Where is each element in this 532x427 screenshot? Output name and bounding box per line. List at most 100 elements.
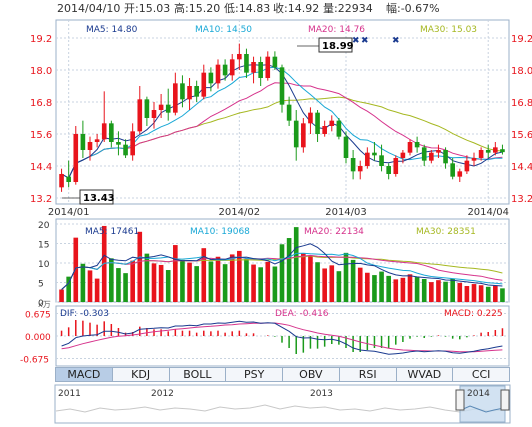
volume-bar — [144, 253, 150, 302]
volume-bar — [94, 278, 100, 302]
volume-bar — [101, 225, 107, 302]
price-tick-right: 14.4 — [511, 162, 532, 173]
volume-bar — [286, 238, 292, 302]
tab-wvad[interactable]: WVAD — [397, 368, 454, 381]
candle-body — [251, 62, 256, 73]
volume-bar — [407, 274, 413, 302]
header-low: 低:14.83 — [224, 2, 270, 15]
volume-unit: x万 — [38, 300, 51, 309]
tab-kdj[interactable]: KDJ — [113, 368, 170, 381]
volume-bar — [237, 250, 242, 302]
volume-bar — [414, 277, 420, 302]
candle-body — [237, 54, 242, 60]
volume-bar — [201, 248, 207, 302]
price-tick-left: 13.2 — [30, 194, 52, 205]
candle-body — [137, 99, 143, 132]
volume-bar — [315, 262, 320, 302]
dif-line — [61, 320, 503, 355]
candle-body — [379, 155, 384, 166]
volume-bar — [208, 261, 214, 302]
volume-bar — [343, 252, 349, 302]
volume-bar — [130, 260, 135, 302]
volume-bar — [194, 266, 199, 302]
volume-bar — [137, 231, 143, 302]
star-icon: ✖ — [392, 36, 400, 46]
volume-bar — [500, 288, 505, 302]
candle-body — [365, 152, 370, 166]
macd-tick: -0.675 — [20, 356, 49, 366]
navigator-right-handle[interactable] — [500, 389, 510, 411]
macd-tick: 0.675 — [25, 311, 51, 321]
candle-body — [244, 54, 249, 73]
volume-bar — [493, 285, 498, 302]
candle-body — [158, 104, 164, 110]
volume-bar — [379, 271, 384, 302]
tab-rsi[interactable]: RSI — [340, 368, 397, 381]
volume-bar — [464, 286, 470, 302]
candle-body — [393, 158, 399, 174]
macd-dea-label: DEA: -0.416 — [275, 309, 329, 319]
navigator-selection-line — [460, 405, 505, 413]
tab-macd[interactable]: MACD — [56, 368, 113, 381]
time-tick-label: 2014/03 — [325, 207, 367, 218]
candle-body — [215, 64, 221, 84]
candle-body — [151, 110, 157, 118]
candle-body — [66, 176, 71, 182]
time-tick-label: 2014/02 — [219, 207, 261, 218]
candle-body — [187, 86, 192, 100]
navigator-history-line — [55, 404, 506, 413]
candle-body — [208, 72, 214, 84]
volume-bar — [215, 256, 221, 302]
volume-bar — [222, 264, 228, 302]
candle-body — [144, 99, 150, 118]
candle-body — [443, 150, 448, 164]
volume-bar — [187, 262, 192, 302]
candle-body — [471, 158, 477, 161]
volume-bar — [372, 275, 377, 302]
price-tick-left: 15.6 — [30, 130, 52, 141]
candle-body — [336, 120, 342, 137]
volume-bar — [73, 237, 79, 302]
volume-bar — [450, 278, 455, 302]
volume-bar — [265, 261, 271, 302]
candle-body — [329, 120, 335, 126]
volume-ma5-line — [61, 243, 503, 290]
volume-bar — [400, 277, 406, 302]
candle-body — [293, 120, 299, 148]
price-tick-right: 19.2 — [511, 34, 532, 45]
volume-bar — [244, 259, 249, 302]
volume-bar — [165, 270, 171, 302]
volume-bar — [350, 259, 356, 302]
volume-bar — [436, 280, 441, 302]
volume-bar — [272, 266, 278, 302]
star-icon: ✖ — [352, 36, 360, 46]
candle-body — [173, 83, 178, 113]
macd-dif-label: DIF: -0.303 — [60, 309, 109, 319]
volume-tick: 0 — [38, 299, 44, 309]
candle-body — [421, 147, 427, 161]
price-tick-right: 15.6 — [511, 130, 532, 141]
star-icon: ✖ — [361, 36, 369, 46]
volume-bar — [123, 273, 128, 302]
volume-bar — [329, 265, 335, 302]
navigator-year-2013: 2013 — [310, 389, 333, 399]
volume-tick: 10 — [38, 260, 50, 270]
tab-psy[interactable]: PSY — [226, 368, 283, 381]
navigator-year-2011: 2011 — [58, 389, 81, 399]
candle-body — [109, 123, 114, 142]
volume-ma10-line — [61, 252, 503, 290]
volume-ma30-label: MA30: 28351 — [416, 227, 476, 237]
volume-bar — [59, 289, 64, 302]
volume-ma10-label: MA10: 19068 — [190, 227, 250, 237]
tab-cci[interactable]: CCI — [471, 368, 491, 381]
candle-body — [386, 166, 391, 174]
candle-body — [279, 67, 285, 105]
min-annotation: 13.43 — [62, 189, 115, 205]
navigator-left-handle[interactable] — [455, 389, 465, 411]
tab-obv[interactable]: OBV — [283, 368, 340, 381]
candle-body — [343, 136, 349, 158]
candle-body — [407, 142, 413, 153]
tab-boll[interactable]: BOLL — [170, 368, 227, 381]
navigator-panel — [54, 384, 511, 424]
candle-body — [450, 163, 455, 177]
